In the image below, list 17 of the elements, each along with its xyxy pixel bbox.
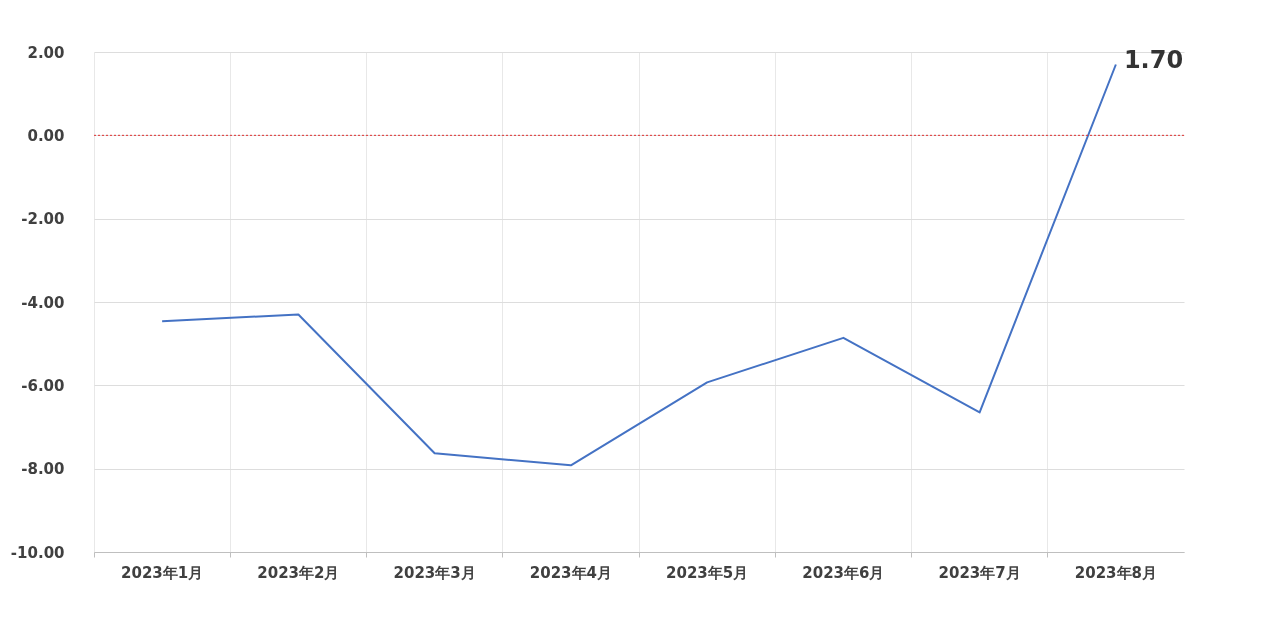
- y-tick-label: -6.00: [21, 376, 65, 395]
- line-series: [161, 63, 1117, 467]
- x-tick-label: 2023年7月: [938, 563, 1021, 582]
- y-tick-label: -10.00: [10, 543, 65, 562]
- x-tick-label: 2023年2月: [257, 563, 340, 582]
- x-tick-label: 2023年1月: [121, 563, 204, 582]
- y-tick-label: 2.00: [27, 43, 65, 62]
- x-tick-label: 2023年5月: [666, 563, 749, 582]
- x-tick-label: 2023年4月: [529, 563, 612, 582]
- x-tick-label: 2023年8月: [1074, 563, 1157, 582]
- y-tick-label: -8.00: [21, 460, 65, 479]
- y-tick-label: -4.00: [21, 293, 65, 312]
- x-tick-label: 2023年3月: [393, 563, 476, 582]
- data-label: 1.70: [1123, 45, 1184, 74]
- y-tick-label: 0.00: [27, 126, 65, 145]
- x-tick-label: 2023年6月: [802, 563, 885, 582]
- y-tick-label: -2.00: [21, 210, 65, 229]
